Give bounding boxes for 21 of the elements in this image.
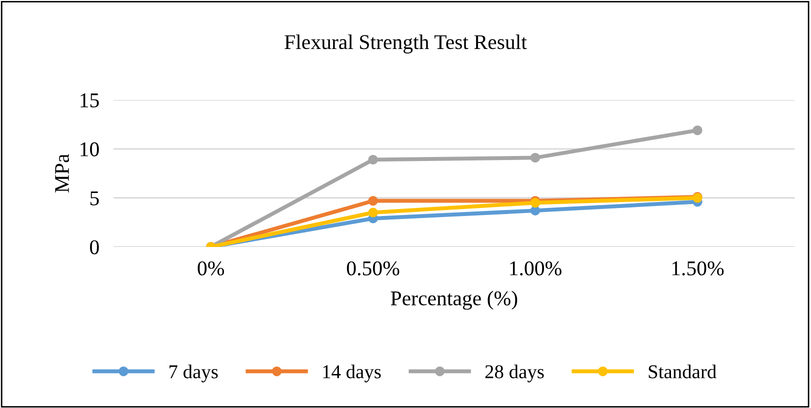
x-axis-title: Percentage (%) [390, 290, 518, 310]
legend-label: 7 days [170, 364, 218, 382]
legend-label: Standard [648, 364, 716, 378]
point [368, 154, 378, 165]
x-tick-label: 0.50% [346, 261, 400, 276]
y-tick-label: 0 [90, 240, 99, 254]
point [530, 152, 540, 163]
x-tick-label: 1.50% [672, 261, 724, 276]
x-tick-label: 1.00% [510, 261, 562, 276]
point [368, 196, 378, 206]
point [692, 125, 702, 136]
legend-label: 14 days [323, 364, 381, 382]
point [530, 206, 540, 216]
y-axis-title: MPa [55, 154, 70, 192]
y-tick-label: 15 [80, 93, 99, 108]
chart-title: Flexural Strength Test Result [284, 34, 527, 54]
y-tick-label: 10 [80, 142, 99, 156]
x-tick-label: 0% [198, 261, 224, 276]
legend-label: 28 days [485, 364, 544, 382]
y-tick-label: 5 [90, 191, 99, 206]
point [368, 208, 378, 218]
